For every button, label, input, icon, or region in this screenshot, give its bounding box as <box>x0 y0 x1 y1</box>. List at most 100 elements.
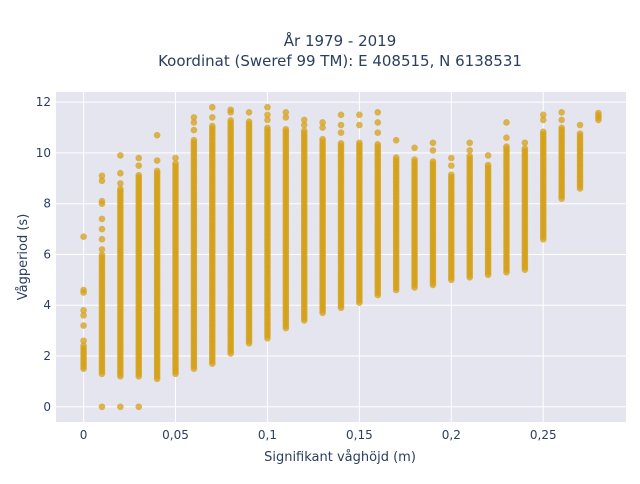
data-point <box>208 122 216 130</box>
x-tick-label: 0,1 <box>258 428 277 442</box>
data-point <box>539 128 547 136</box>
data-point <box>264 334 271 342</box>
data-point <box>337 121 345 129</box>
data-point <box>98 177 106 185</box>
data-point <box>282 126 290 133</box>
data-point <box>80 312 87 319</box>
data-point <box>576 121 584 129</box>
data-point <box>411 156 418 163</box>
data-point <box>98 246 106 253</box>
data-point <box>429 158 437 165</box>
y-tick-label: 6 <box>43 247 51 261</box>
data-point <box>356 121 363 129</box>
data-point <box>190 114 198 121</box>
x-axis-title: Signifikant våghöjd (m) <box>264 450 416 465</box>
data-point <box>98 197 106 205</box>
data-points <box>80 103 602 411</box>
data-point <box>484 152 492 159</box>
y-tick-label: 10 <box>36 146 51 160</box>
data-point <box>356 111 363 119</box>
data-point <box>245 118 253 125</box>
data-point <box>98 215 106 223</box>
data-point <box>448 162 455 169</box>
data-point <box>337 129 345 136</box>
y-tick-label: 12 <box>36 95 51 109</box>
data-point <box>80 307 87 314</box>
data-point <box>153 167 161 175</box>
data-point <box>319 119 326 126</box>
data-point <box>98 235 106 243</box>
y-tick-label: 8 <box>43 197 51 211</box>
data-point <box>503 119 510 126</box>
data-point <box>429 147 437 154</box>
data-point <box>153 157 161 164</box>
data-point <box>98 251 106 259</box>
data-point <box>98 172 106 180</box>
data-point <box>98 403 106 411</box>
data-point <box>374 119 382 126</box>
data-point <box>190 126 198 134</box>
x-tick-label: 0,25 <box>530 428 557 442</box>
data-point <box>558 109 565 116</box>
data-point <box>466 147 474 154</box>
data-point <box>337 111 345 119</box>
data-point <box>558 124 565 132</box>
data-point <box>558 116 565 124</box>
data-point <box>172 160 179 167</box>
data-point <box>117 169 124 177</box>
x-tick-label: 0,2 <box>442 428 461 442</box>
y-tick-label: 4 <box>43 298 51 312</box>
data-point <box>190 119 198 126</box>
y-tick-label: 2 <box>43 349 51 363</box>
data-point <box>539 116 547 124</box>
x-axis-ticks: 0 0,05 0,1 0,15 0,2 0,25 <box>80 428 557 442</box>
x-tick-label: 0 <box>80 428 88 442</box>
data-point <box>98 225 106 233</box>
data-point <box>429 139 437 147</box>
data-point <box>392 136 400 144</box>
data-point <box>227 117 234 124</box>
data-point <box>337 139 345 147</box>
data-point <box>595 109 602 117</box>
y-axis-title: Vågperiod (s) <box>16 214 31 301</box>
data-point <box>135 162 143 169</box>
data-point <box>300 127 308 135</box>
data-point <box>135 154 143 162</box>
data-point <box>264 116 271 124</box>
data-point <box>539 111 547 119</box>
data-point <box>503 134 510 141</box>
data-point <box>135 403 143 411</box>
data-point <box>466 139 474 147</box>
data-point <box>319 135 326 143</box>
data-point <box>227 106 234 114</box>
data-point <box>282 114 290 121</box>
data-point <box>374 109 382 116</box>
data-point <box>448 171 455 179</box>
data-point <box>264 111 271 119</box>
data-point <box>80 342 87 350</box>
y-axis-ticks: 0 2 4 6 8 10 12 <box>36 95 51 414</box>
data-point <box>264 124 271 132</box>
data-point <box>117 180 124 187</box>
data-point <box>245 109 253 116</box>
data-point <box>392 154 400 161</box>
y-tick-label: 0 <box>43 400 51 414</box>
data-point <box>172 154 179 162</box>
data-point <box>300 121 308 129</box>
x-tick-label: 0,15 <box>346 428 373 442</box>
data-point <box>208 103 216 111</box>
data-point <box>117 403 124 411</box>
data-point <box>117 185 124 193</box>
data-point <box>80 322 87 329</box>
chart-title-line-2: Koordinat (Sweref 99 TM): E 408515, N 61… <box>158 52 522 70</box>
data-point <box>282 109 290 116</box>
data-point <box>153 131 161 139</box>
data-point <box>374 129 382 136</box>
data-point <box>411 144 418 152</box>
data-point <box>319 124 326 131</box>
data-point <box>208 114 216 121</box>
data-point <box>117 152 124 159</box>
data-point <box>576 130 584 137</box>
